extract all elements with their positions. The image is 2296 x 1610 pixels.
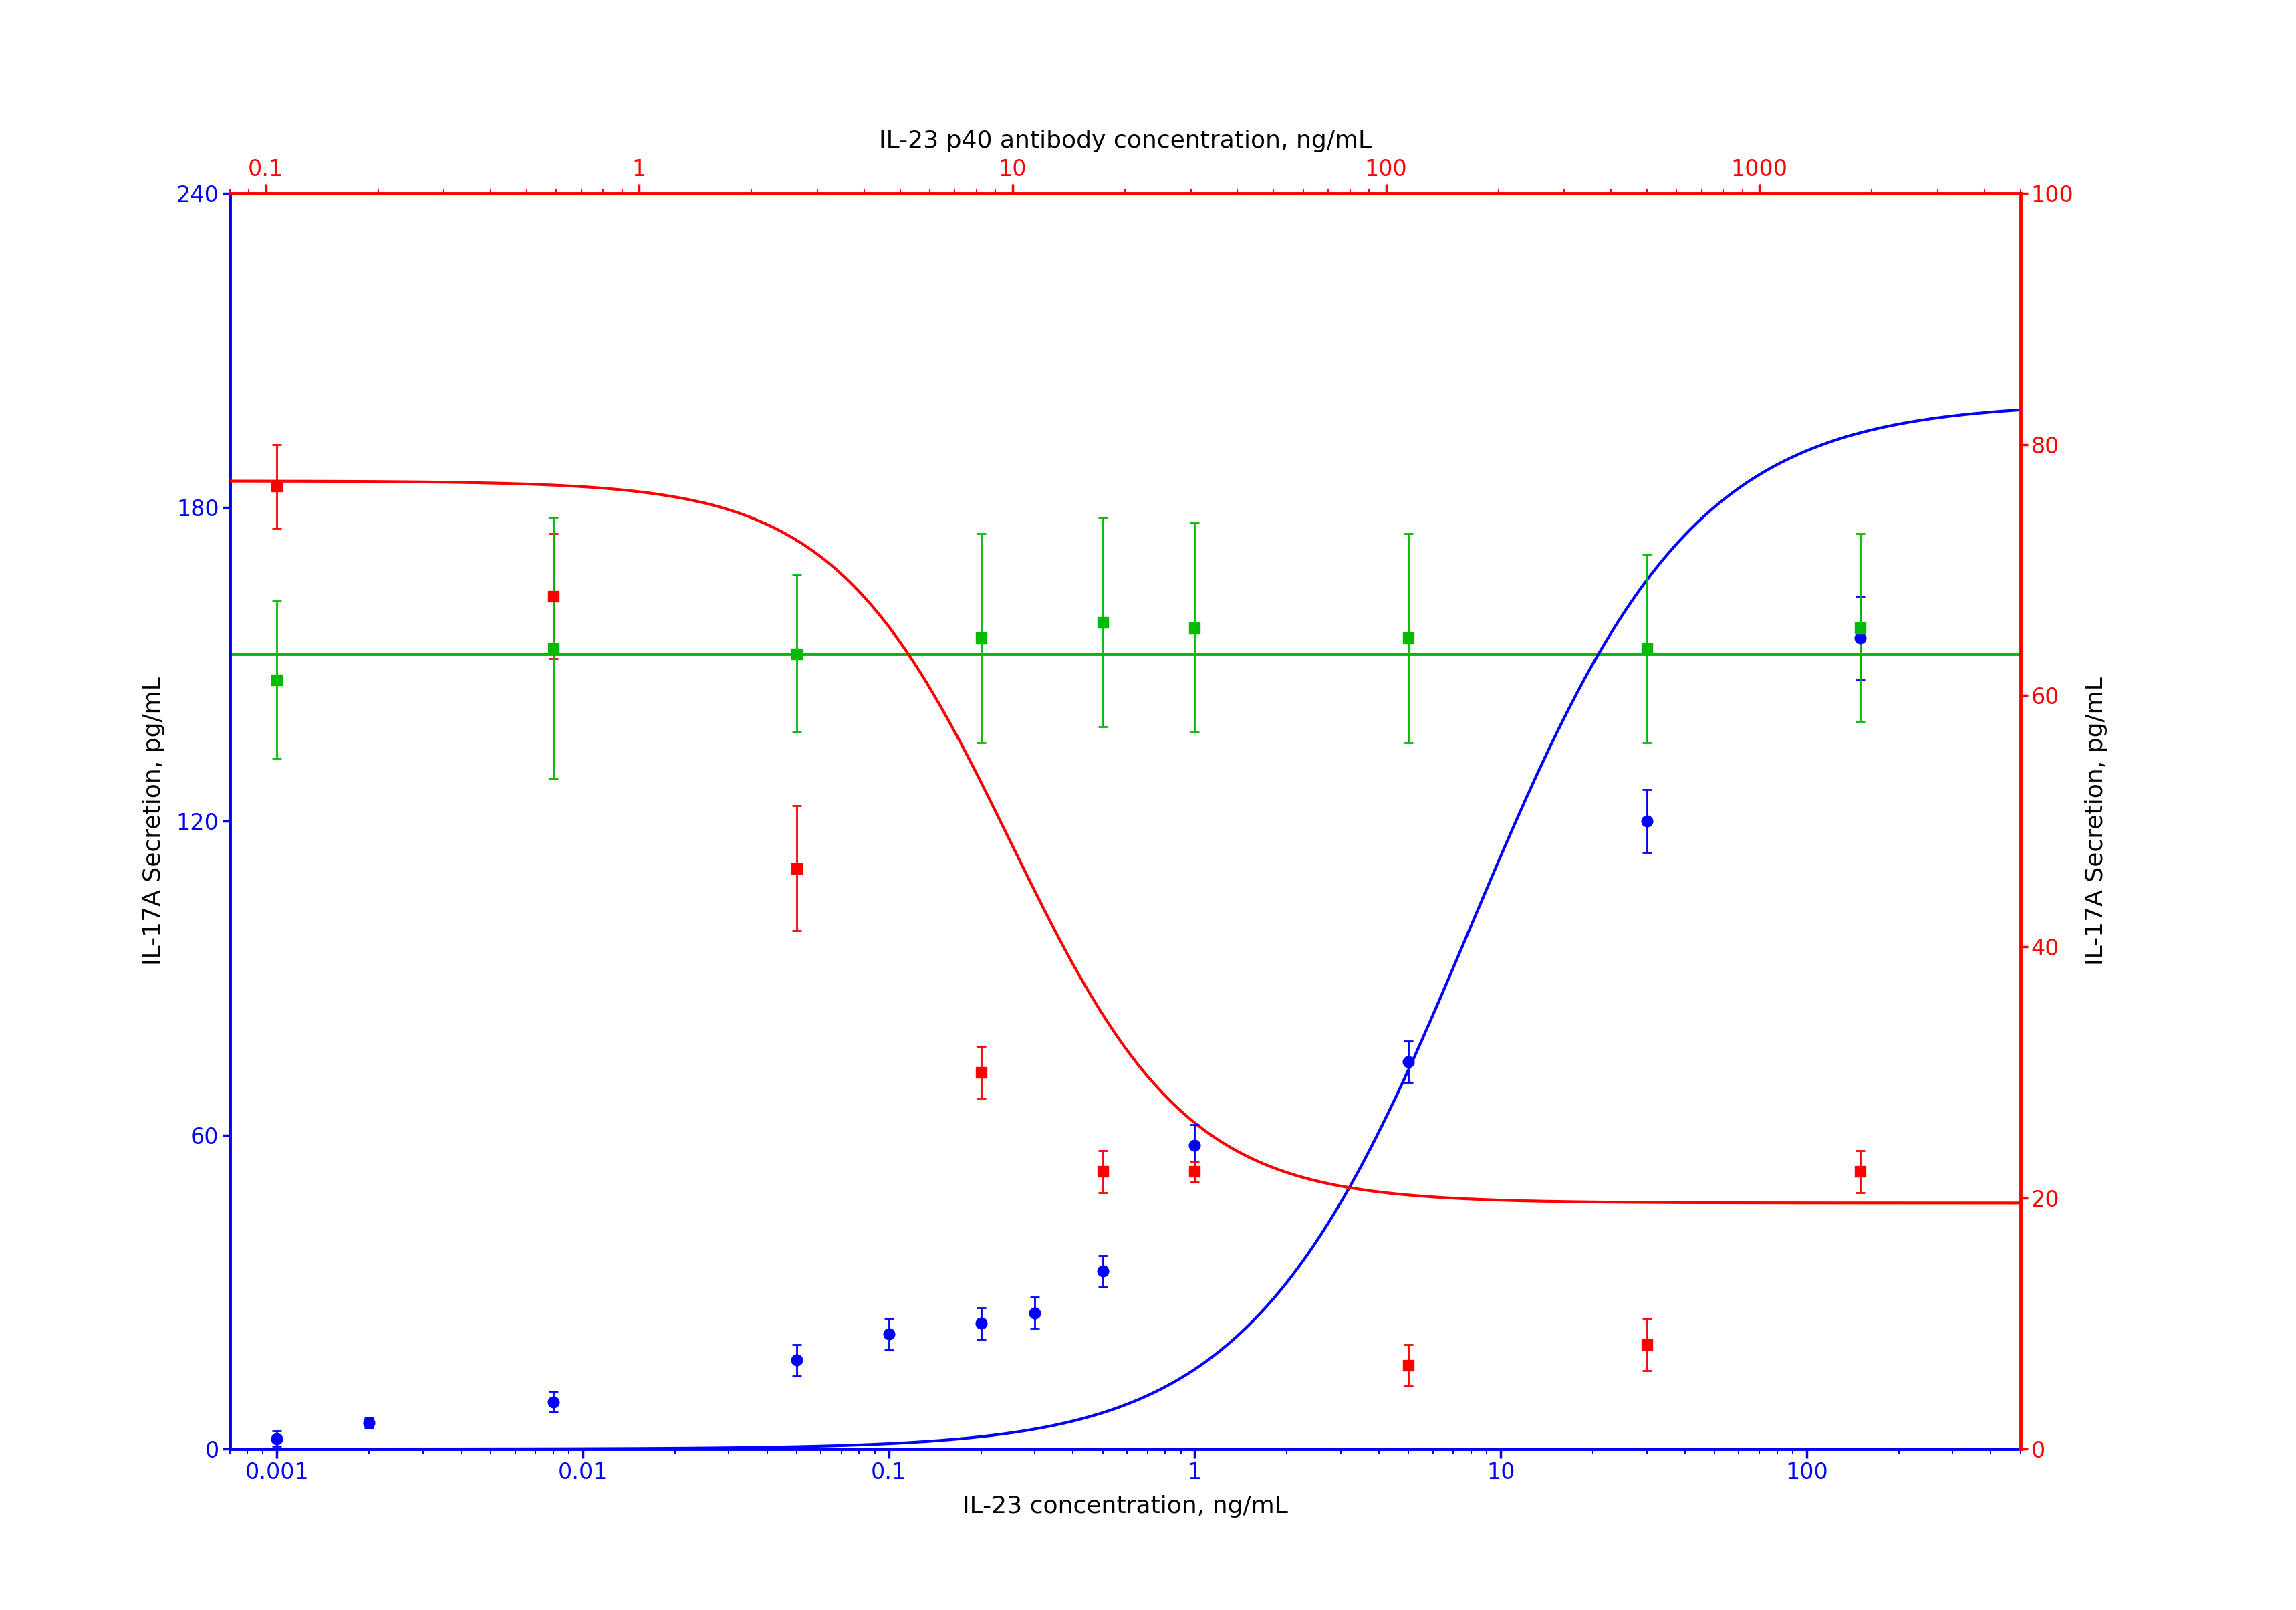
- X-axis label: IL-23 p40 antibody concentration, ng/mL: IL-23 p40 antibody concentration, ng/mL: [879, 129, 1371, 151]
- X-axis label: IL-23 concentration, ng/mL: IL-23 concentration, ng/mL: [962, 1494, 1288, 1518]
- Y-axis label: IL-17A Secretion, pg/mL: IL-17A Secretion, pg/mL: [2085, 676, 2108, 966]
- Y-axis label: IL-17A Secretion, pg/mL: IL-17A Secretion, pg/mL: [142, 676, 165, 966]
